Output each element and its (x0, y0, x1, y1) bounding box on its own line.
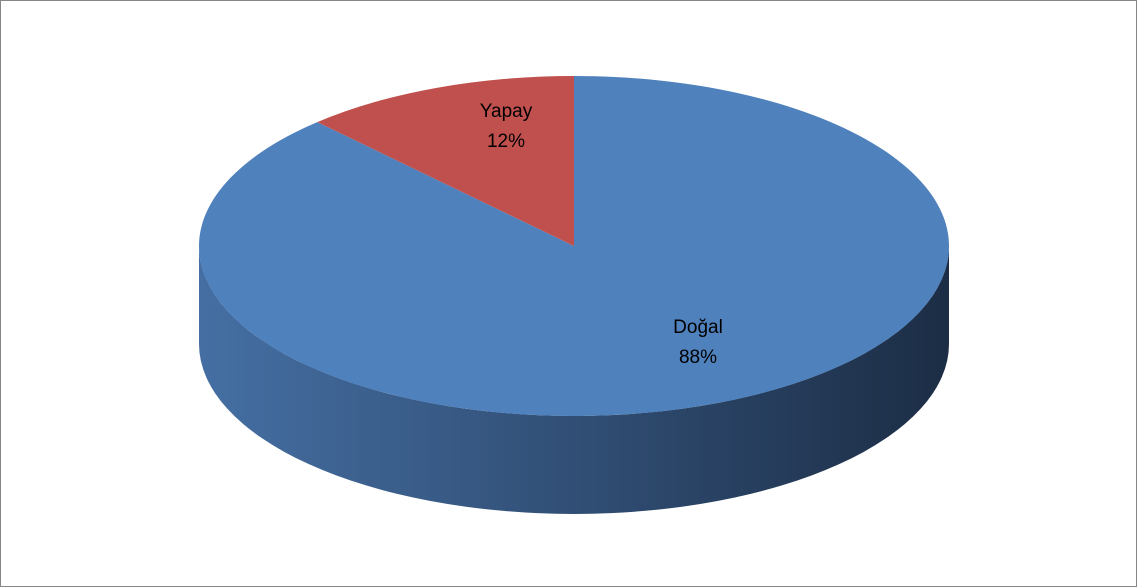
pie-slice-dogal (199, 76, 950, 417)
pie-side-wall (199, 246, 949, 514)
label-name-yapay: Yapay (480, 101, 533, 122)
label-name-dogal: Doğal (673, 317, 723, 338)
pie-slice-yapay (317, 76, 574, 246)
label-pct-yapay: 12% (487, 131, 525, 152)
label-pct-dogal: 88% (679, 347, 717, 368)
